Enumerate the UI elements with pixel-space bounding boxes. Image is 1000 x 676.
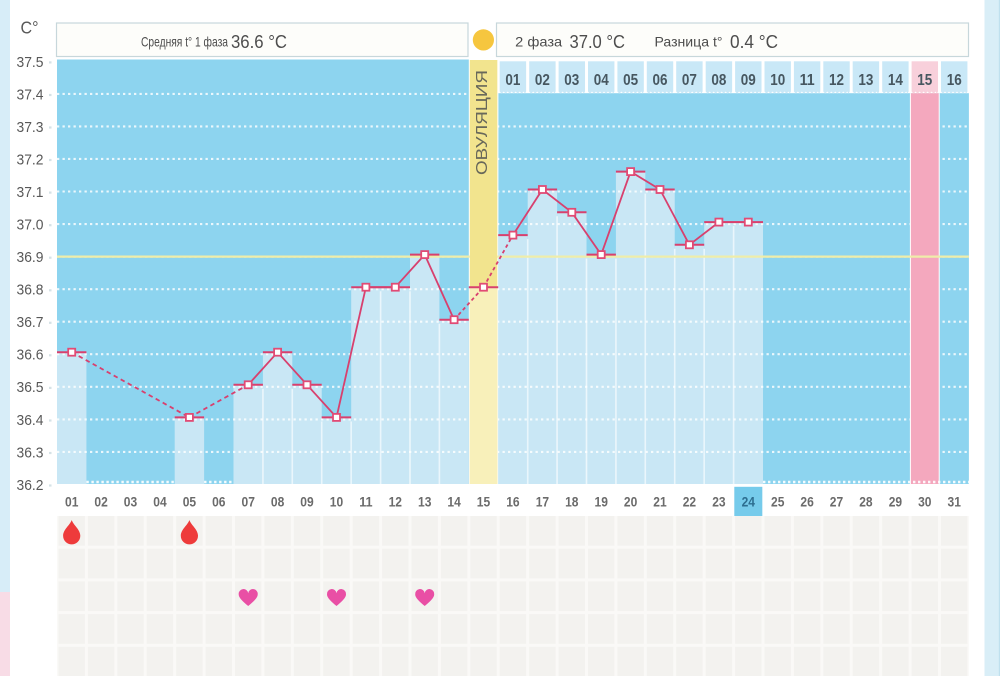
svg-text:2 фаза: 2 фаза [515, 33, 562, 49]
svg-text:Средняя t° 1 фаза: Средняя t° 1 фаза [141, 33, 228, 49]
svg-text:08: 08 [271, 494, 285, 509]
svg-text:12: 12 [829, 72, 844, 89]
svg-text:14: 14 [888, 72, 903, 89]
svg-text:22: 22 [683, 494, 697, 509]
svg-text:09: 09 [741, 72, 756, 89]
svg-text:03: 03 [564, 72, 579, 89]
svg-text:25: 25 [771, 494, 785, 509]
svg-text:0.4 °C: 0.4 °C [730, 31, 778, 52]
svg-text:10: 10 [330, 494, 344, 509]
svg-text:24: 24 [742, 494, 756, 509]
svg-text:13: 13 [858, 72, 873, 89]
svg-text:05: 05 [623, 72, 638, 89]
svg-text:06: 06 [212, 494, 226, 509]
svg-text:29: 29 [889, 494, 903, 509]
svg-text:37.0: 37.0 [17, 217, 44, 234]
svg-text:05: 05 [183, 494, 197, 509]
svg-text:36.5: 36.5 [17, 379, 44, 396]
svg-text:36.3: 36.3 [17, 444, 44, 461]
svg-text:30: 30 [918, 494, 932, 509]
svg-text:03: 03 [124, 494, 138, 509]
svg-text:28: 28 [859, 494, 873, 509]
svg-text:21: 21 [653, 494, 667, 509]
svg-text:36.8: 36.8 [17, 282, 44, 299]
svg-text:11: 11 [359, 494, 373, 509]
svg-text:15: 15 [917, 72, 932, 89]
svg-text:31: 31 [948, 494, 962, 509]
svg-text:37.4: 37.4 [17, 86, 44, 103]
svg-text:17: 17 [536, 494, 550, 509]
svg-text:26: 26 [800, 494, 814, 509]
svg-text:36.6 °C: 36.6 °C [231, 31, 287, 52]
svg-text:20: 20 [624, 494, 638, 509]
svg-text:37.3: 37.3 [17, 119, 44, 136]
svg-text:36.6: 36.6 [17, 347, 44, 364]
svg-text:10: 10 [770, 72, 785, 89]
svg-text:08: 08 [711, 72, 726, 89]
svg-text:37.5: 37.5 [17, 54, 44, 71]
svg-text:36.2: 36.2 [17, 477, 44, 494]
svg-text:23: 23 [712, 494, 726, 509]
svg-text:06: 06 [653, 72, 668, 89]
svg-text:09: 09 [300, 494, 314, 509]
svg-text:11: 11 [800, 72, 815, 89]
svg-text:02: 02 [94, 494, 108, 509]
svg-text:01: 01 [505, 72, 520, 89]
svg-text:15: 15 [477, 494, 491, 509]
svg-text:04: 04 [153, 494, 167, 509]
svg-text:37.2: 37.2 [17, 151, 44, 168]
svg-text:02: 02 [535, 72, 550, 89]
svg-text:27: 27 [830, 494, 844, 509]
svg-text:04: 04 [594, 72, 609, 89]
svg-text:36.7: 36.7 [17, 314, 44, 331]
svg-text:Разница t°: Разница t° [655, 33, 723, 49]
svg-text:16: 16 [947, 72, 962, 89]
svg-text:14: 14 [447, 494, 461, 509]
svg-text:16: 16 [506, 494, 520, 509]
svg-text:07: 07 [682, 72, 697, 89]
svg-text:18: 18 [565, 494, 579, 509]
svg-text:37.1: 37.1 [17, 184, 44, 201]
svg-text:36.9: 36.9 [17, 249, 44, 266]
svg-text:01: 01 [65, 494, 79, 509]
svg-text:36.4: 36.4 [17, 412, 44, 429]
svg-text:12: 12 [389, 494, 403, 509]
svg-text:37.0 °C: 37.0 °C [570, 31, 626, 52]
svg-text:19: 19 [595, 494, 609, 509]
svg-text:ОВУЛЯЦИЯ: ОВУЛЯЦИЯ [474, 70, 491, 175]
svg-text:13: 13 [418, 494, 432, 509]
svg-text:C°: C° [21, 18, 39, 38]
svg-text:07: 07 [242, 494, 256, 509]
